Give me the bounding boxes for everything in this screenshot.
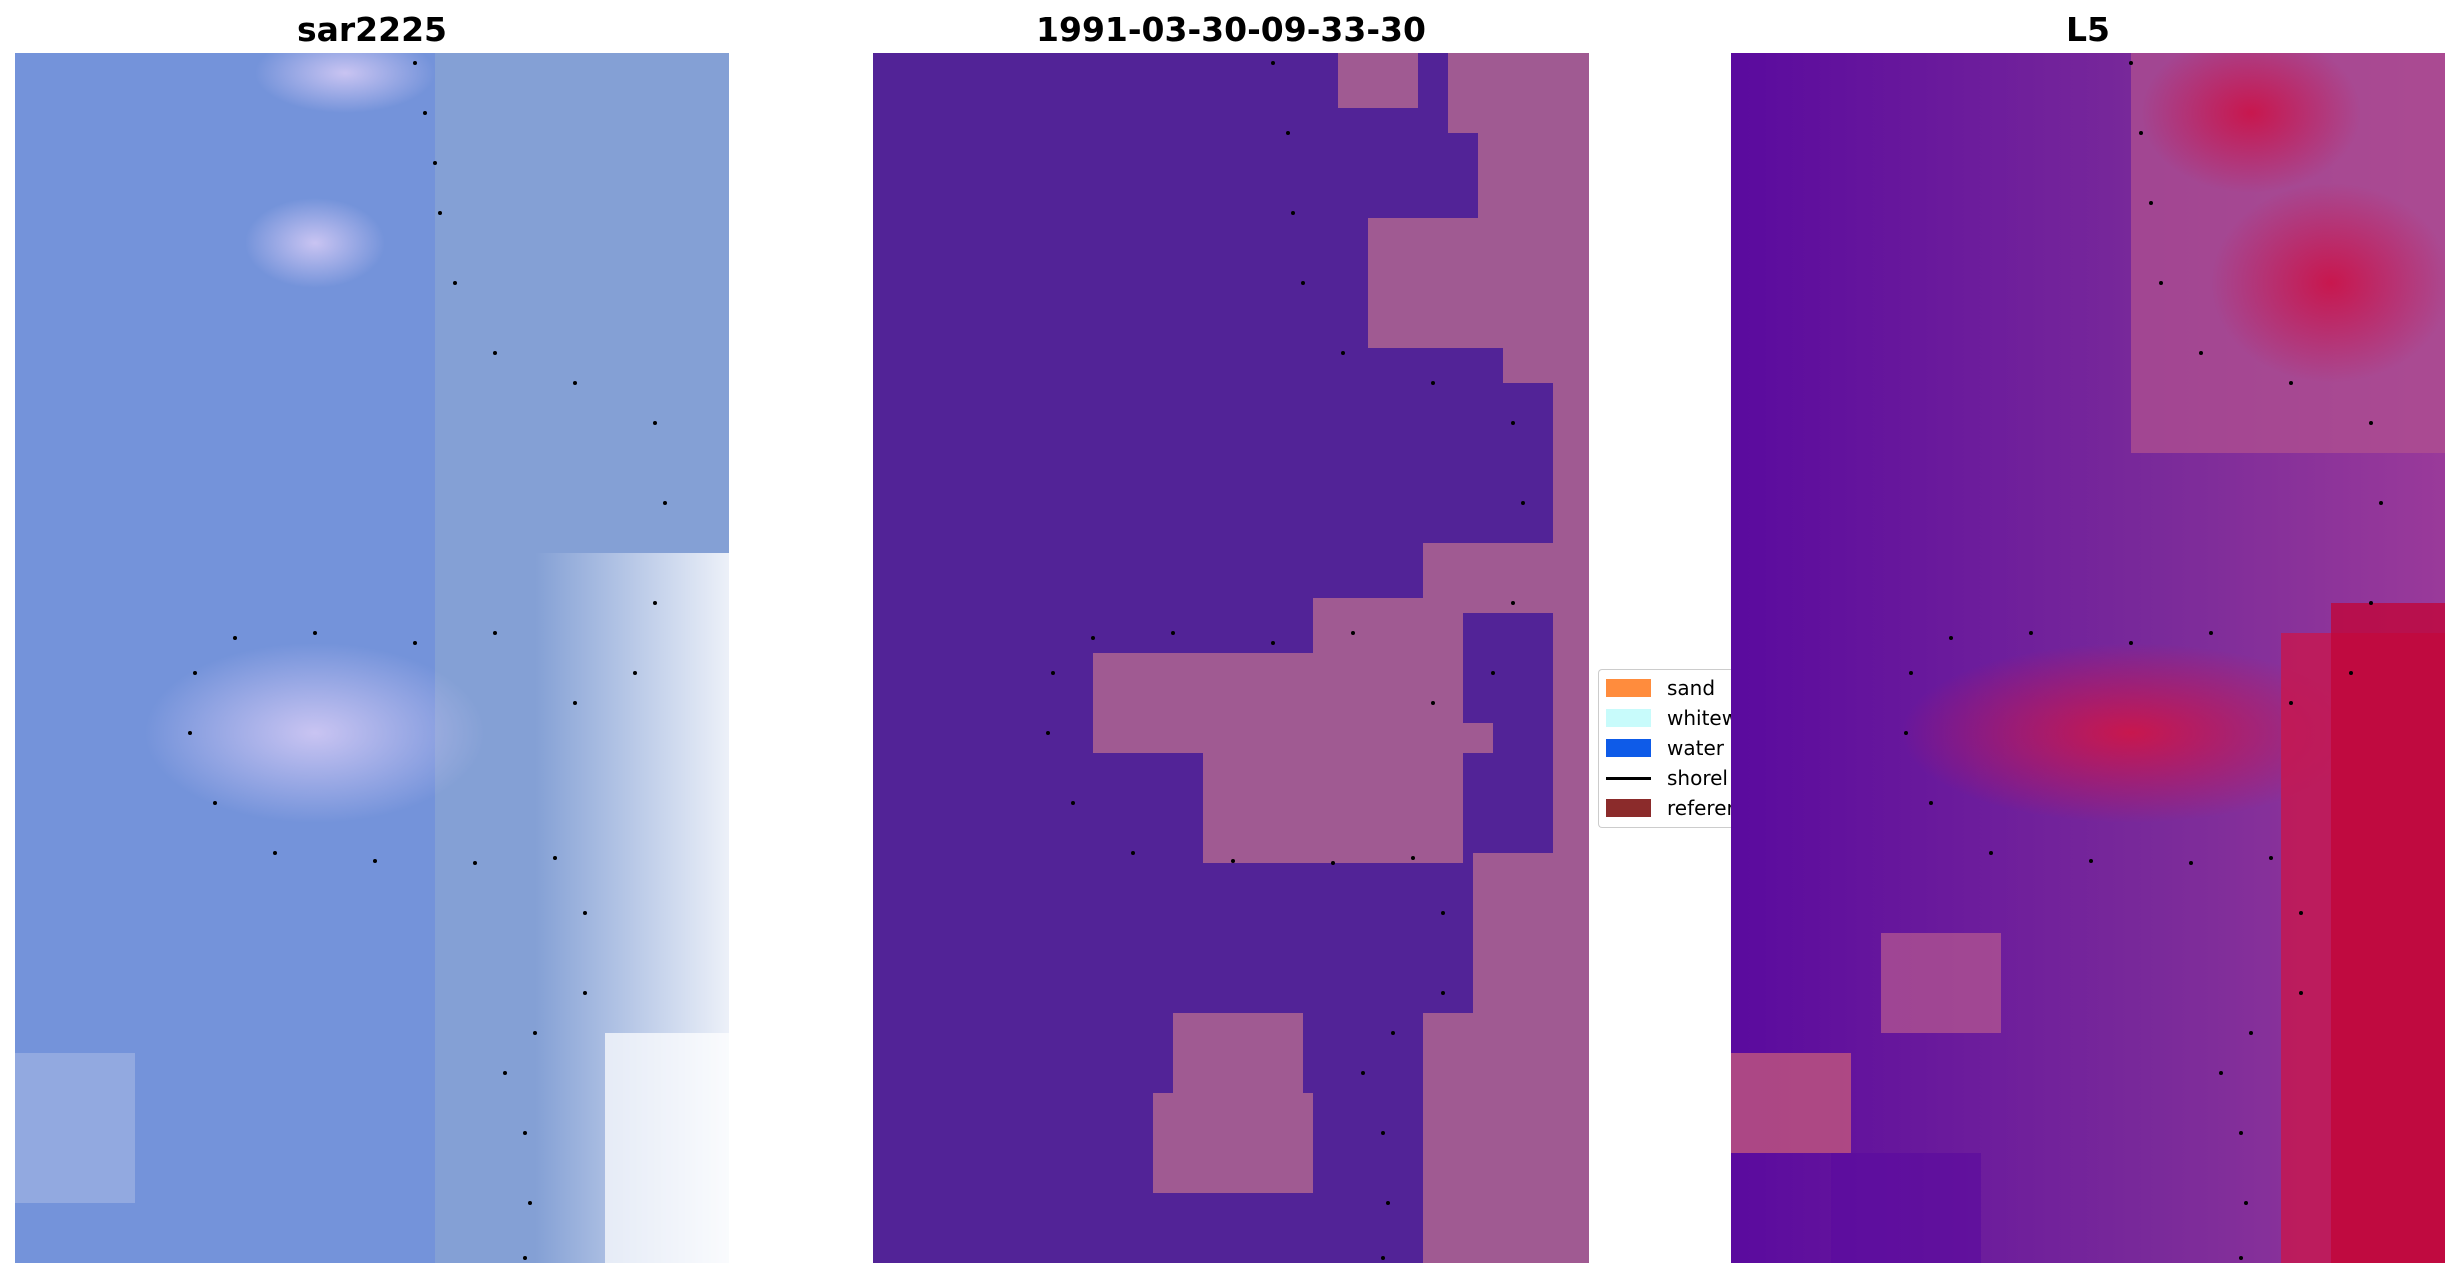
legend-label-shoreline: shorel [1667,766,1728,790]
panel-title-l5: L5 [2066,10,2110,49]
legend-label-sand: sand [1667,676,1716,700]
legend-label-whitewater: whitew [1667,706,1732,730]
legend-item-sand: sand [1599,675,1732,700]
legend-item-reference: referer [1599,795,1732,820]
legend-swatch-sand [1606,679,1651,697]
classification-map [873,53,1589,1263]
classification-panel [873,53,1589,1263]
shoreline-dots-2 [1046,61,1525,1260]
sar-image [15,53,729,1263]
legend-label-reference: referer [1667,796,1732,820]
l5-image [1731,53,2445,1263]
shoreline-dots-1 [188,61,667,1260]
legend-item-water: water [1599,735,1732,760]
panel-title-classification: 1991-03-30-09-33-30 [1036,10,1426,49]
legend-item-whitewater: whitew [1599,705,1732,730]
panel-title-sar: sar2225 [296,10,448,49]
shoreline-dots-3 [1904,61,2383,1260]
legend-swatch-water [1606,739,1651,757]
legend-swatch-whitewater [1606,709,1651,727]
sar-image-panel [15,53,729,1263]
l5-panel [1731,53,2445,1263]
legend-item-shoreline: shorel [1599,765,1732,790]
legend: sand whitew water shorel referer [1598,669,1732,828]
legend-swatch-reference [1606,799,1651,817]
legend-label-water: water [1667,736,1724,760]
legend-line-shoreline [1606,777,1651,780]
